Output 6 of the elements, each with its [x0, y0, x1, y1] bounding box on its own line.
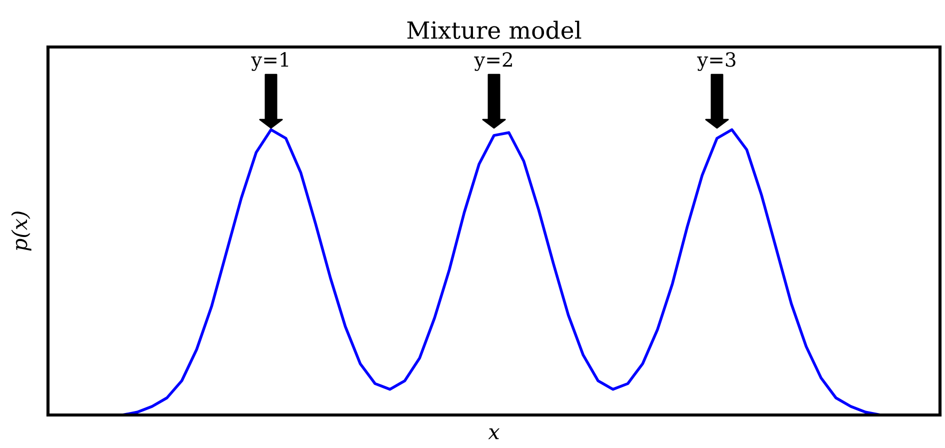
y-axis-title: p(x) — [11, 212, 32, 251]
text: y=2 — [474, 52, 512, 71]
text: y=3 — [697, 52, 736, 71]
chart-title: Mixture model — [407, 20, 582, 39]
x-axis-title: x — [488, 428, 500, 440]
text: y=1 — [251, 52, 288, 71]
